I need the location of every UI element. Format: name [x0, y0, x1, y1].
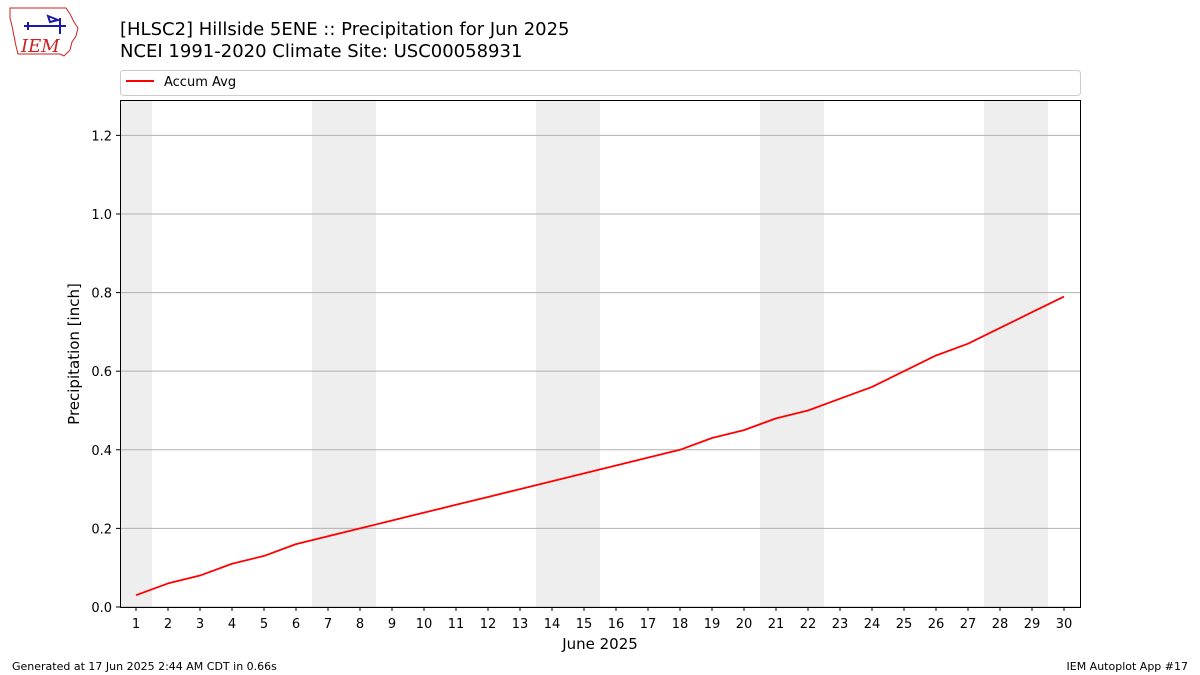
x-tick-label: 6	[292, 617, 300, 632]
weather-station-icon	[24, 14, 66, 34]
x-tick-label: 28	[992, 617, 1009, 632]
y-tick-label: 1.2	[91, 129, 112, 144]
x-axis-label: June 2025	[561, 635, 638, 653]
x-tick-label: 1	[132, 617, 140, 632]
legend: Accum Avg	[120, 70, 1081, 96]
plot-frame	[120, 100, 1081, 608]
series-line-accum-avg	[135, 295, 1065, 597]
y-tick-label: 0.2	[91, 522, 112, 537]
x-tick-label: 2	[164, 617, 172, 632]
x-tick-label: 30	[1056, 617, 1073, 632]
x-tick-label: 20	[736, 617, 753, 632]
weekend-band-1	[312, 100, 376, 607]
y-axis: 0.0 0.2 0.4 0.6 0.8 1.0 1.2	[91, 129, 120, 616]
legend-label-accum-avg: Accum Avg	[164, 75, 236, 90]
x-tick-label: 16	[608, 617, 625, 632]
x-tick-label: 7	[324, 617, 332, 632]
weekend-band-3	[760, 100, 824, 607]
y-tick-label: 0.4	[91, 444, 112, 459]
x-tick-label: 4	[228, 617, 236, 632]
x-tick-label: 21	[768, 617, 785, 632]
weekend-band-4	[984, 100, 1048, 607]
x-tick-label: 13	[512, 617, 529, 632]
x-tick-label: 10	[416, 617, 433, 632]
x-tick-label: 22	[800, 617, 817, 632]
chart-title: [HLSC2] Hillside 5ENE :: Precipitation f…	[120, 19, 570, 40]
y-tick-label: 0.6	[91, 365, 112, 380]
footer-app: IEM Autoplot App #17	[1067, 660, 1189, 673]
footer-generated: Generated at 17 Jun 2025 2:44 AM CDT in …	[12, 660, 277, 673]
chart-subtitle: NCEI 1991-2020 Climate Site: USC00058931	[120, 41, 522, 62]
y-axis-label: Precipitation [inch]	[65, 283, 83, 425]
weekend-band-0	[120, 100, 152, 607]
x-tick-label: 9	[388, 617, 396, 632]
x-tick-label: 25	[896, 617, 913, 632]
x-tick-label: 23	[832, 617, 849, 632]
x-tick-label: 24	[864, 617, 881, 632]
x-tick-label: 27	[960, 617, 977, 632]
x-tick-label: 11	[448, 617, 465, 632]
iem-logo: IEM	[9, 7, 79, 57]
weekend-band-2	[536, 100, 600, 607]
x-tick-label: 26	[928, 617, 945, 632]
y-tick-label: 1.0	[91, 208, 112, 223]
x-tick-label: 5	[260, 617, 268, 632]
x-axis: 1 2 3 4 5 6 7 8 9 10 11 12 13 14 15 16 17 18 19 20 21 22 23 24 2…	[132, 607, 1072, 632]
x-tick-label: 3	[196, 617, 204, 632]
y-tick-label: 0.0	[91, 601, 112, 616]
iowa-state-outline-icon	[9, 7, 79, 57]
x-tick-label: 12	[480, 617, 497, 632]
y-tick-label: 0.8	[91, 287, 112, 302]
x-tick-label: 29	[1024, 617, 1041, 632]
x-tick-label: 19	[704, 617, 721, 632]
legend-box	[120, 70, 1081, 96]
x-tick-label: 14	[544, 617, 561, 632]
x-tick-label: 18	[672, 617, 689, 632]
x-tick-label: 17	[640, 617, 657, 632]
x-tick-label: 8	[356, 617, 364, 632]
x-tick-label: 15	[576, 617, 593, 632]
series-layer	[135, 295, 1065, 597]
iem-logo-text: IEM	[20, 36, 60, 57]
weekend-shading	[120, 100, 1048, 607]
